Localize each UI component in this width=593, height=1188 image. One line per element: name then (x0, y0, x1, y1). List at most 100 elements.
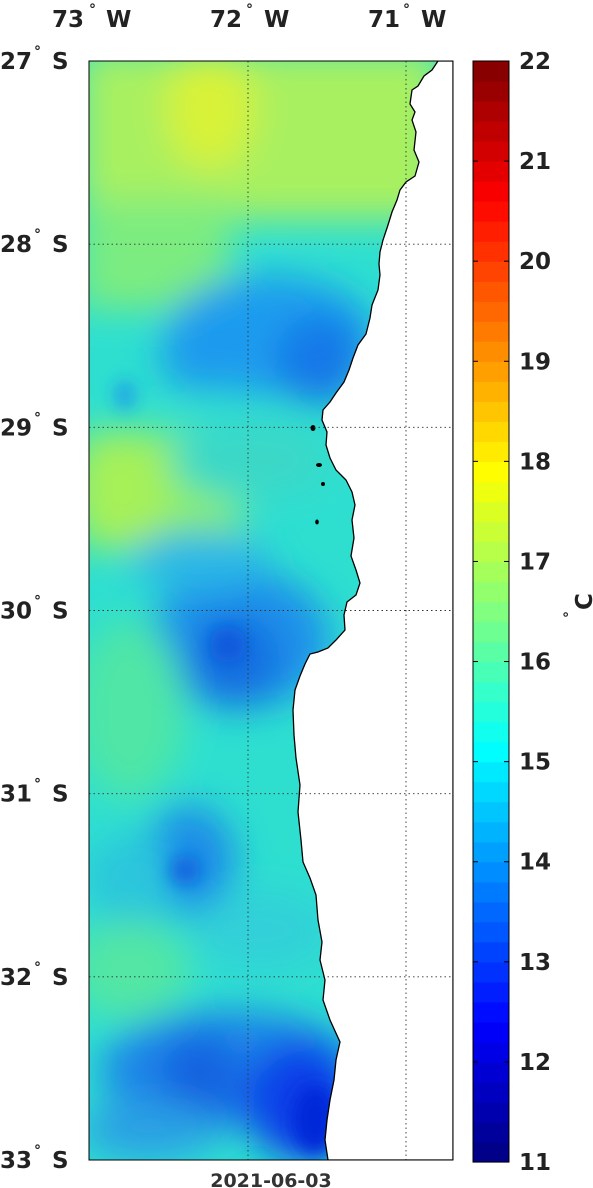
colorbar-tick-label: 20 (519, 249, 551, 275)
colorbar-band (473, 1081, 509, 1103)
colorbar-band (473, 301, 509, 322)
lat-label-29-degree-sign: ° (34, 410, 41, 426)
colorbar-band (473, 1101, 509, 1123)
colorbar-band (473, 221, 509, 242)
colorbar-band (473, 741, 509, 763)
lat-label-32-degree-sign: ° (34, 960, 41, 976)
lat-label-33-dir: S (52, 1148, 69, 1174)
colorbar-band (473, 401, 509, 422)
colorbar-band (473, 101, 509, 122)
lat-label-28-deg: 28 (0, 232, 32, 258)
colorbar-band (473, 781, 509, 803)
colorbar-band (473, 1021, 509, 1043)
colorbar-tick-label: 15 (519, 750, 551, 776)
lat-label-27-deg: 27 (0, 49, 32, 75)
colorbar-unit: ° C (562, 593, 593, 618)
lat-label-29-dir: S (52, 415, 69, 441)
colorbar-band (473, 1001, 509, 1023)
colorbar-tick-label: 18 (519, 449, 551, 475)
colorbar: 22 21 20 19 18 17 16 15 14 13 12 11 ° C (472, 49, 593, 1176)
lon-label-73-deg: 73 (52, 7, 84, 33)
lat-label-33-deg: 33 (0, 1148, 32, 1174)
temperature-field (89, 61, 453, 1160)
colorbar-tick-label: 11 (519, 1150, 551, 1176)
colorbar-band (473, 841, 509, 863)
lon-label-72-degree-sign: ° (246, 2, 253, 18)
islands (310, 425, 325, 525)
colorbar-band (473, 601, 509, 623)
colorbar-band (473, 961, 509, 983)
colorbar-band (473, 341, 509, 362)
colorbar-band (473, 981, 509, 1003)
colorbar-band (473, 241, 509, 262)
colorbar-frame (472, 60, 510, 1163)
colorbar-band (473, 361, 509, 382)
colorbar-band (473, 561, 509, 583)
lon-label-73-dir: W (106, 7, 131, 33)
lat-label-28-degree-sign: ° (34, 227, 41, 243)
colorbar-unit-degree: ° (562, 611, 578, 618)
colorbar-band (473, 941, 509, 963)
colorbar-band (473, 1041, 509, 1063)
colorbar-band (473, 1141, 509, 1163)
colorbar-bands (473, 61, 509, 1163)
lon-label-71-dir: W (421, 7, 446, 33)
colorbar-band (473, 421, 509, 442)
colorbar-band (473, 461, 509, 482)
lat-label-31-degree-sign: ° (34, 777, 41, 793)
colorbar-band (473, 521, 509, 543)
colorbar-band (473, 141, 509, 162)
colorbar-band (473, 901, 509, 923)
colorbar-band (473, 641, 509, 663)
colorbar-ticks: 22 21 20 19 18 17 16 15 14 13 12 11 (473, 49, 551, 1176)
colorbar-band (473, 441, 509, 462)
colorbar-tick-label: 17 (519, 549, 551, 575)
colorbar-band (473, 1061, 509, 1083)
colorbar-band (473, 861, 509, 883)
colorbar-band (473, 261, 509, 282)
colorbar-band (473, 661, 509, 683)
colorbar-tick-label: 13 (519, 950, 551, 976)
colorbar-band (473, 541, 509, 563)
latitude-labels: 27 ° S28 ° S29 ° S30 ° S31 ° S32 ° S33 ° S (0, 44, 69, 1174)
lat-label-32-dir: S (52, 965, 69, 991)
lon-label-71-deg: 71 (368, 7, 400, 33)
colorbar-band (473, 721, 509, 743)
colorbar-tick-label: 12 (519, 1050, 551, 1076)
colorbar-band (473, 921, 509, 943)
lon-label-71-degree-sign: ° (403, 2, 410, 18)
lat-label-32-deg: 32 (0, 965, 32, 991)
colorbar-band (473, 381, 509, 402)
lat-label-29-deg: 29 (0, 415, 32, 441)
date-label: 2021-06-03 (210, 1170, 332, 1188)
map-gridlines (89, 61, 453, 1160)
colorbar-band (473, 481, 509, 502)
colorbar-unit-letter: C (572, 593, 593, 610)
colorbar-band (473, 821, 509, 843)
colorbar-tick-label: 14 (519, 850, 551, 876)
colorbar-tick-label: 19 (519, 349, 551, 375)
colorbar-band (473, 181, 509, 202)
colorbar-band (473, 681, 509, 703)
colorbar-band (473, 121, 509, 142)
colorbar-tick-label: 16 (519, 650, 551, 676)
colorbar-band (473, 581, 509, 603)
lon-label-73-degree-sign: ° (89, 2, 96, 18)
lon-label-72-deg: 72 (210, 7, 242, 33)
lat-label-30-deg: 30 (0, 599, 32, 625)
lon-label-72-dir: W (264, 7, 289, 33)
colorbar-band (473, 61, 509, 82)
lat-label-31-dir: S (52, 782, 69, 808)
colorbar-band (473, 881, 509, 903)
lat-label-27-dir: S (52, 49, 69, 75)
colorbar-tick-label: 22 (519, 49, 551, 75)
lat-label-31-deg: 31 (0, 782, 32, 808)
colorbar-band (473, 801, 509, 823)
colorbar-band (473, 161, 509, 182)
colorbar-band (473, 1121, 509, 1143)
colorbar-band (473, 201, 509, 222)
lat-label-33-degree-sign: ° (34, 1143, 41, 1159)
colorbar-band (473, 761, 509, 783)
longitude-labels: 73 ° W 72 ° W 71 ° W (52, 2, 446, 33)
